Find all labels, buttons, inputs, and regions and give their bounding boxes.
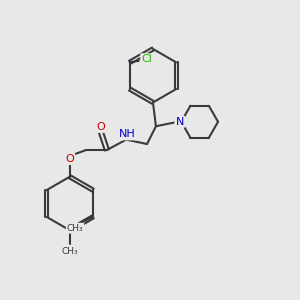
Text: CH₃: CH₃ — [67, 224, 83, 233]
Text: O: O — [97, 122, 105, 132]
Text: O: O — [65, 154, 74, 164]
Text: NH: NH — [119, 129, 136, 139]
Text: Cl: Cl — [141, 54, 152, 64]
Text: CH₃: CH₃ — [61, 248, 78, 256]
Text: N: N — [176, 117, 184, 127]
